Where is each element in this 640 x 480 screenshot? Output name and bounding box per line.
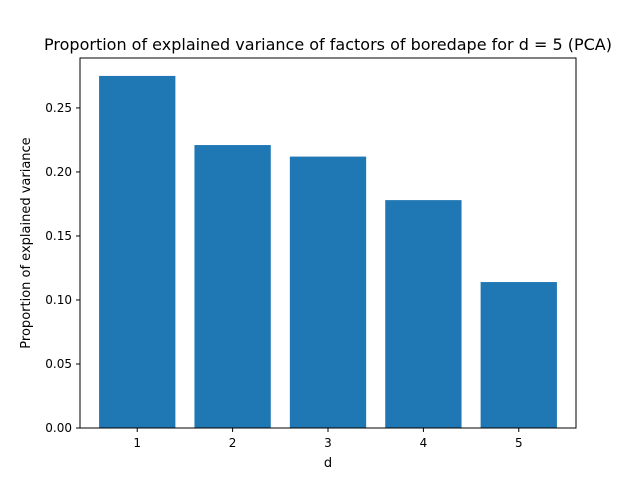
plot-area — [79, 57, 577, 429]
y-axis-ticks: 0.00 0.05 0.10 0.15 0.20 0.25 — [45, 101, 80, 435]
y-axis-label: Proportion of explained variance — [19, 137, 34, 348]
bar-2 — [194, 145, 271, 428]
chart-title: Proportion of explained variance of fact… — [44, 35, 612, 54]
y-tick-label: 0.05 — [45, 357, 72, 371]
x-axis-ticks: 1 2 3 4 5 — [133, 428, 523, 450]
x-tick-label: 5 — [515, 436, 523, 450]
x-tick-label: 1 — [133, 436, 141, 450]
bar-5 — [480, 282, 557, 428]
y-tick-label: 0.10 — [45, 293, 72, 307]
x-tick-label: 2 — [229, 436, 237, 450]
y-tick-label: 0.00 — [45, 421, 72, 435]
y-tick-label: 0.20 — [45, 165, 72, 179]
bars-group — [99, 75, 557, 429]
x-axis-label: d — [324, 456, 332, 471]
x-tick-label: 4 — [420, 436, 428, 450]
x-tick-label: 3 — [324, 436, 332, 450]
y-tick-label: 0.15 — [45, 229, 72, 243]
bar-1 — [99, 75, 176, 428]
y-tick-label: 0.25 — [45, 101, 72, 115]
bar-3 — [289, 156, 367, 429]
bar-4 — [385, 200, 462, 428]
